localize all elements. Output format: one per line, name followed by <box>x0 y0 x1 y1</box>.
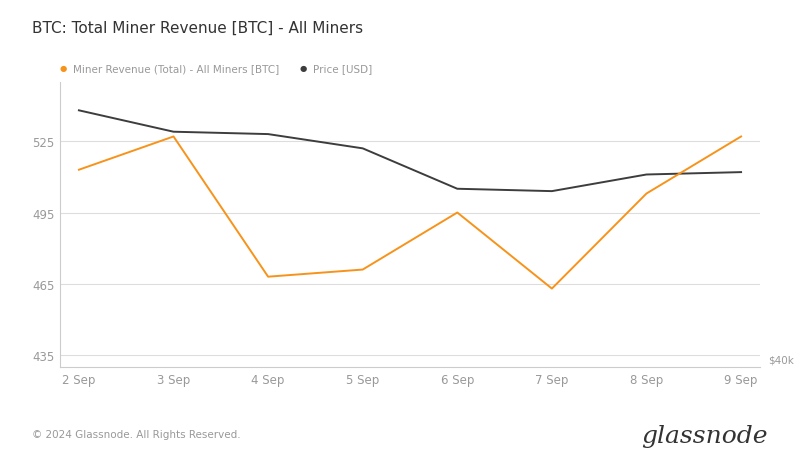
Text: glassnode: glassnode <box>642 425 768 448</box>
Text: BTC: Total Miner Revenue [BTC] - All Miners: BTC: Total Miner Revenue [BTC] - All Min… <box>32 21 363 36</box>
Text: $40k: $40k <box>768 354 794 364</box>
Text: © 2024 Glassnode. All Rights Reserved.: © 2024 Glassnode. All Rights Reserved. <box>32 429 241 439</box>
Text: Miner Revenue (Total) - All Miners [BTC]: Miner Revenue (Total) - All Miners [BTC] <box>73 64 279 74</box>
Text: ●: ● <box>300 64 307 73</box>
Text: ●: ● <box>60 64 67 73</box>
Text: Price [USD]: Price [USD] <box>313 64 372 74</box>
